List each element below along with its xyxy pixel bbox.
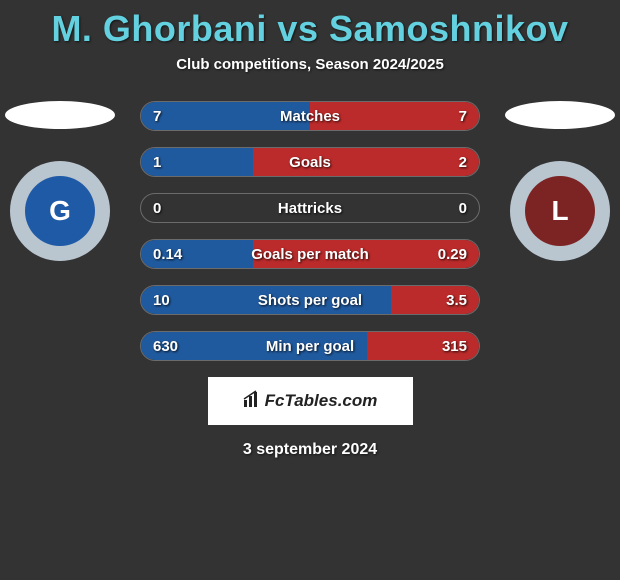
player-right-silhouette <box>505 101 615 129</box>
stat-fill-right <box>253 148 479 176</box>
stat-row: 12Goals <box>140 147 480 177</box>
stat-value-left: 0 <box>153 194 161 222</box>
subtitle: Club competitions, Season 2024/2025 <box>0 56 620 73</box>
stat-value-right: 0 <box>459 194 467 222</box>
page-title: M. Ghorbani vs Samoshnikov <box>0 0 620 50</box>
team-right-crest: L <box>510 161 610 261</box>
player-left-silhouette <box>5 101 115 129</box>
stat-fill-right <box>253 240 479 268</box>
stat-fill-left <box>141 286 391 314</box>
stat-row: 0.140.29Goals per match <box>140 239 480 269</box>
branding-badge: FcTables.com <box>208 377 413 425</box>
date-text: 3 september 2024 <box>0 441 620 459</box>
stat-fill-right <box>391 286 479 314</box>
team-right-crest-inner: L <box>525 176 595 246</box>
chart-icon <box>243 390 261 413</box>
stat-fill-right <box>367 332 479 360</box>
stat-row: 103.5Shots per goal <box>140 285 480 315</box>
team-left-crest-inner: G <box>25 176 95 246</box>
stat-label: Hattricks <box>141 194 479 222</box>
stat-row: 630315Min per goal <box>140 331 480 361</box>
stat-fill-left <box>141 148 253 176</box>
stat-fill-left <box>141 102 310 130</box>
comparison-area: G 77Matches 12Goals 0 0Hattricks 0.140.29Goa… <box>0 101 620 361</box>
stat-row: 77Matches <box>140 101 480 131</box>
branding-text: FcTables.com <box>265 391 378 411</box>
stat-fill-left <box>141 240 253 268</box>
stat-fill-right <box>310 102 479 130</box>
stat-bars: 77Matches 12Goals 0 0Hattricks 0.140.29Goals… <box>140 101 480 361</box>
team-left-crest: G <box>10 161 110 261</box>
stat-fill-left <box>141 332 367 360</box>
stat-row: 0 0Hattricks <box>140 193 480 223</box>
player-right-container: L <box>500 101 620 261</box>
player-left-container: G <box>0 101 120 261</box>
